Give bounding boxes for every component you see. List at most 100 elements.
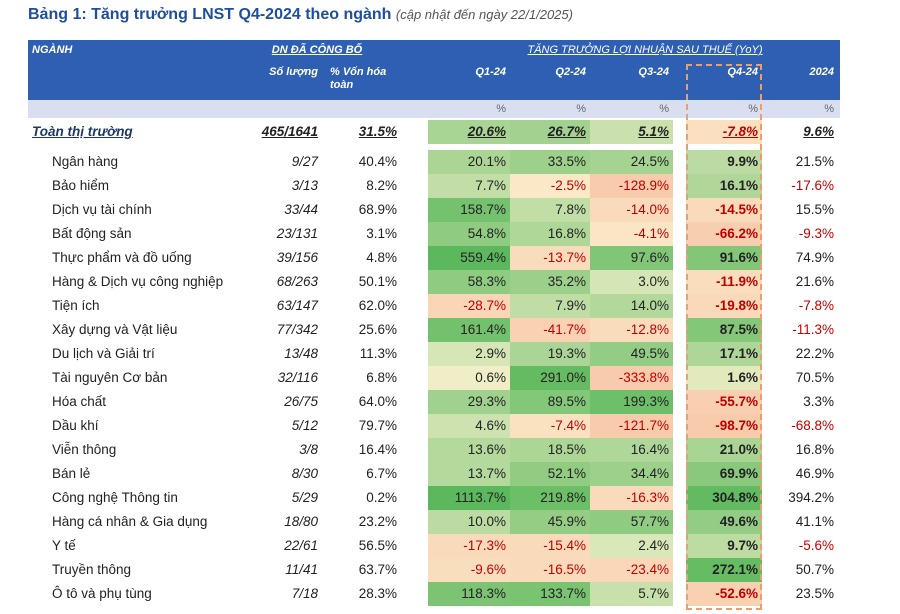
- sector-name: Hàng cá nhân & Gia dụng: [52, 514, 208, 529]
- sector-name: Truyền thông: [52, 562, 132, 577]
- sector-name: Toàn thị trường: [32, 124, 133, 139]
- column-header: Số lượng: [269, 66, 318, 78]
- cell: -55.7%: [686, 390, 762, 414]
- cell: -17.6%: [791, 178, 834, 193]
- cell: 63/147: [276, 298, 318, 313]
- cell: 8/30: [291, 466, 318, 481]
- title-line: Bảng 1: Tăng trưởng LNST Q4-2024 theo ng…: [28, 6, 573, 24]
- cell: -11.9%: [686, 270, 762, 294]
- cell: 69.9%: [686, 462, 762, 486]
- cell: 45.9%: [510, 510, 590, 534]
- cell: 18/80: [284, 514, 318, 529]
- cell: 26.7%: [510, 120, 590, 144]
- column-header: % Vốn hóa toàn: [330, 66, 387, 91]
- cell: 3/8: [299, 442, 318, 457]
- cell: 54.8%: [428, 222, 510, 246]
- cell: 10.0%: [428, 510, 510, 534]
- cell: -7.8%: [798, 298, 834, 313]
- cell: 16.8%: [795, 442, 834, 457]
- unit-label: %: [748, 103, 758, 115]
- cell: 40.4%: [358, 154, 397, 169]
- cell: -7.8%: [686, 120, 762, 144]
- cell: 46.9%: [795, 466, 834, 481]
- cell: 32/116: [277, 370, 318, 385]
- cell: 97.6%: [590, 246, 673, 270]
- header-band: [28, 40, 840, 100]
- sector-name: Dịch vụ tài chính: [52, 202, 152, 217]
- cell: 50.1%: [358, 274, 397, 289]
- cell: 22/61: [284, 538, 318, 553]
- sector-name: Hóa chất: [52, 394, 107, 409]
- cell: 16.4%: [590, 438, 673, 462]
- cell: 21.0%: [686, 438, 762, 462]
- cell: 3/13: [291, 178, 318, 193]
- cell: 394.2%: [788, 490, 834, 505]
- cell: 8.2%: [366, 178, 397, 193]
- cell: -5.6%: [798, 538, 834, 553]
- cell: 13.6%: [428, 438, 510, 462]
- cell: 7.8%: [510, 198, 590, 222]
- cell: -7.4%: [510, 414, 590, 438]
- cell: 4.8%: [366, 250, 397, 265]
- cell: 199.3%: [590, 390, 673, 414]
- cell: 118.3%: [428, 582, 510, 606]
- unit-label: %: [576, 103, 586, 115]
- cell: 49.5%: [590, 342, 673, 366]
- cell: 465/1641: [261, 124, 318, 139]
- cell: 35.2%: [510, 270, 590, 294]
- cell: 9.6%: [803, 124, 834, 139]
- column-header: 2024: [809, 66, 834, 78]
- cell: -66.2%: [686, 222, 762, 246]
- cell: 291.0%: [510, 366, 590, 390]
- units-band: [28, 100, 840, 118]
- cell: 17.1%: [686, 342, 762, 366]
- cell: 52.1%: [510, 462, 590, 486]
- cell: 70.5%: [795, 370, 834, 385]
- cell: 11.3%: [359, 346, 397, 361]
- cell: 77/342: [276, 322, 318, 337]
- cell: -14.0%: [590, 198, 673, 222]
- cell: -19.8%: [686, 294, 762, 318]
- cell: 9.7%: [686, 534, 762, 558]
- sector-name: Xây dựng và Vật liệu: [52, 322, 178, 337]
- cell: 133.7%: [510, 582, 590, 606]
- column-header: Q2-24: [555, 66, 586, 78]
- cell: 20.1%: [428, 150, 510, 174]
- cell: 39/156: [276, 250, 318, 265]
- group-header: NGÀNH: [32, 44, 73, 56]
- cell: 19.3%: [510, 342, 590, 366]
- cell: -16.5%: [510, 558, 590, 582]
- cell: 87.5%: [686, 318, 762, 342]
- cell: -17.3%: [428, 534, 510, 558]
- sector-name: Y tế: [52, 538, 76, 553]
- cell: 9.9%: [686, 150, 762, 174]
- cell: 158.7%: [428, 198, 510, 222]
- cell: 18.5%: [510, 438, 590, 462]
- cell: -98.7%: [686, 414, 762, 438]
- cell: 79.7%: [358, 418, 397, 433]
- cell: 3.1%: [366, 226, 397, 241]
- cell: -11.3%: [792, 322, 834, 337]
- sector-name: Tài nguyên Cơ bản: [52, 370, 168, 385]
- cell: 34.4%: [590, 462, 673, 486]
- cell: 13.7%: [428, 462, 510, 486]
- cell: -16.3%: [590, 486, 673, 510]
- column-header: Q3-24: [638, 66, 669, 78]
- cell: 0.6%: [428, 366, 510, 390]
- cell: -128.9%: [590, 174, 673, 198]
- cell: 7/18: [291, 586, 318, 601]
- cell: 23.5%: [795, 586, 834, 601]
- cell: 57.7%: [590, 510, 673, 534]
- cell: 58.3%: [428, 270, 510, 294]
- cell: -52.6%: [686, 582, 762, 606]
- cell: 33.5%: [510, 150, 590, 174]
- cell: 2.9%: [428, 342, 510, 366]
- cell: 0.2%: [366, 490, 397, 505]
- cell: 74.9%: [795, 250, 834, 265]
- sector-name: Bất động sản: [52, 226, 132, 241]
- title: Bảng 1: Tăng trưởng LNST Q4-2024 theo ng…: [28, 6, 392, 23]
- sector-name: Du lịch và Giải trí: [52, 346, 155, 361]
- sector-name: Ngân hàng: [52, 154, 119, 169]
- cell: -23.4%: [590, 558, 673, 582]
- cell: -41.7%: [510, 318, 590, 342]
